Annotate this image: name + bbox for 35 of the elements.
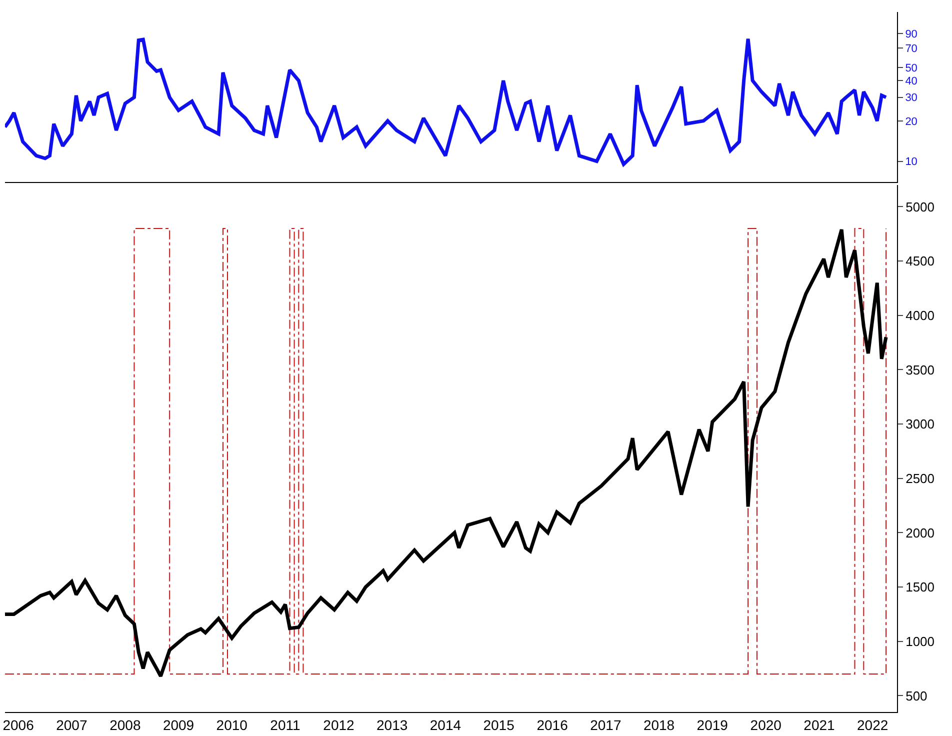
x-tick-label: 2012 [323,716,355,733]
y-tick-label: 40 [905,75,918,88]
x-tick-label: 2021 [804,716,836,733]
y-tick-label: 5000 [906,199,935,214]
x-tick-label: 2013 [376,716,408,733]
x-tick-label: 2008 [110,716,141,733]
x-tick-label: 2018 [643,716,675,733]
x-tick-label: 2014 [430,716,462,733]
y-tick-label: 3000 [906,416,935,432]
x-tick-label: 2015 [483,716,515,733]
x-tick-label: 2022 [857,716,888,733]
y-tick-label: 30 [905,92,918,104]
line-series [5,37,888,166]
y-tick-label: 90 [905,28,918,40]
y-tick-label: 500 [906,688,928,704]
x-tick-label: 2019 [696,716,728,733]
x-tick-label: 2009 [162,716,194,733]
x-tick-label: 2020 [750,716,782,733]
x-tick-label: 2017 [590,716,622,733]
y-tick-label: 4500 [906,254,935,269]
x-tick-label: 2007 [56,716,88,733]
y-tick-label: 2500 [906,470,935,486]
y-tick-label: 3500 [906,362,935,378]
x-tick-label: 2016 [536,716,568,733]
y-tick-label: 1500 [906,580,935,595]
x-tick-label: 2006 [2,716,34,733]
y-tick-label: 1000 [906,634,935,649]
x-tick-label: 2010 [216,716,248,733]
y-tick-label: 10 [905,156,918,168]
y-tick-label: 4000 [906,308,935,323]
x-tick-label: 2011 [270,716,300,733]
y-tick-label: 70 [905,42,918,55]
y-tick-label: 50 [905,62,918,74]
y-tick-label: 20 [905,116,918,128]
y-tick-label: 2000 [906,525,935,540]
